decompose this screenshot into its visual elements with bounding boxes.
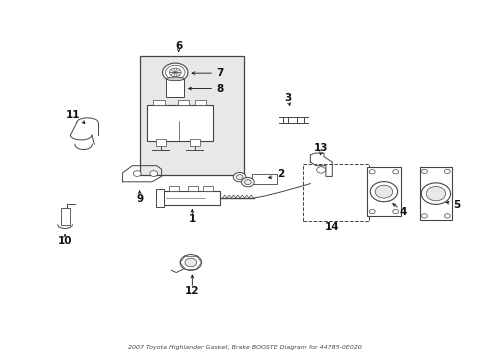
Circle shape: [369, 181, 397, 202]
Circle shape: [392, 170, 398, 174]
Circle shape: [133, 171, 141, 176]
Circle shape: [244, 180, 251, 185]
Bar: [166, 79, 183, 97]
Circle shape: [241, 177, 254, 187]
Text: 2: 2: [277, 168, 284, 179]
Text: 13: 13: [314, 143, 328, 153]
Circle shape: [420, 183, 449, 204]
Circle shape: [233, 172, 245, 182]
Text: 8: 8: [216, 84, 224, 94]
Bar: [303, 164, 368, 221]
Text: 1: 1: [188, 215, 196, 224]
Circle shape: [150, 171, 158, 176]
Bar: [189, 139, 199, 146]
Circle shape: [236, 175, 243, 180]
Circle shape: [180, 255, 201, 270]
Text: 12: 12: [184, 286, 199, 296]
Text: 6: 6: [175, 41, 182, 50]
Text: 5: 5: [452, 200, 459, 210]
Text: 14: 14: [325, 222, 339, 232]
Text: 9: 9: [136, 194, 143, 204]
Circle shape: [444, 214, 449, 218]
Bar: [194, 100, 206, 105]
Bar: [156, 189, 163, 207]
Bar: [168, 186, 178, 191]
Circle shape: [316, 167, 325, 173]
Text: 4: 4: [399, 207, 407, 217]
Circle shape: [425, 186, 445, 201]
Text: 11: 11: [65, 111, 80, 121]
Bar: [61, 208, 70, 225]
Bar: [140, 56, 244, 175]
Bar: [156, 139, 165, 146]
Text: 10: 10: [58, 236, 72, 246]
Bar: [366, 167, 400, 216]
Bar: [153, 100, 164, 105]
Circle shape: [392, 210, 398, 214]
Circle shape: [368, 210, 374, 214]
Bar: [251, 174, 277, 184]
Bar: [177, 100, 189, 105]
Ellipse shape: [166, 77, 183, 81]
Circle shape: [374, 185, 392, 198]
Bar: [161, 191, 220, 205]
Bar: [419, 167, 451, 220]
Text: 7: 7: [216, 68, 224, 78]
Text: 2007 Toyota Highlander Gasket, Brake BOOSTE Diagram for 44785-0E020: 2007 Toyota Highlander Gasket, Brake BOO…: [127, 345, 361, 350]
Text: 3: 3: [284, 93, 291, 103]
Circle shape: [368, 170, 374, 174]
Circle shape: [444, 169, 449, 174]
Circle shape: [162, 63, 187, 82]
Circle shape: [184, 258, 196, 267]
Bar: [188, 186, 198, 191]
Bar: [147, 105, 212, 140]
Circle shape: [421, 169, 427, 174]
Bar: [203, 186, 212, 191]
Circle shape: [421, 214, 427, 218]
